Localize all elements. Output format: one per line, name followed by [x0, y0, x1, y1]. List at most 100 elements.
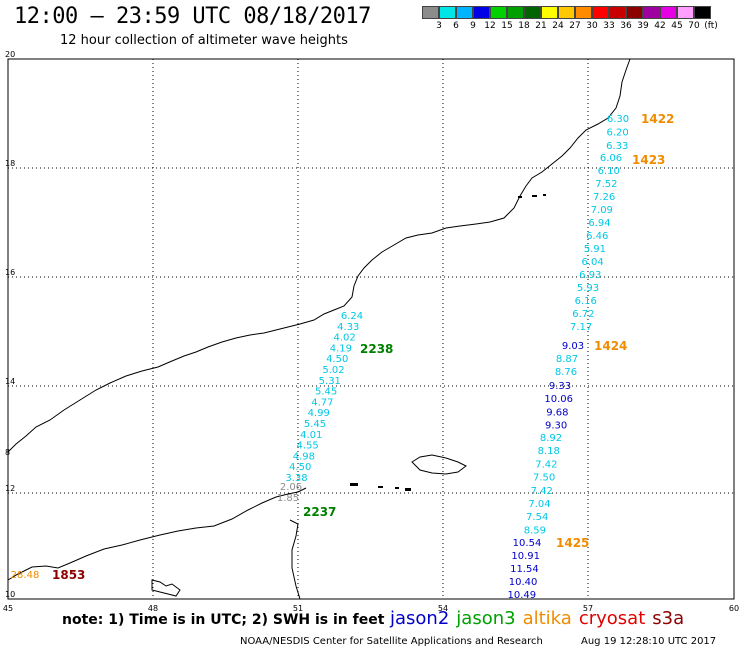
legend-labels: 3 6 9 12 15 18 21 24 27 30 33 36 39 42 45 70 (ft)	[422, 19, 718, 33]
wave-height-value: 5.45	[304, 419, 326, 430]
wave-height-value: 7.17	[570, 322, 592, 333]
track-jason2: 6.30 6.20 6.33 1422	[606, 112, 674, 152]
wave-height-value: 1.85	[277, 493, 299, 504]
wave-height-value: 6.20	[606, 127, 628, 138]
pass-time-label: 1422	[641, 112, 674, 126]
legend-swatch	[609, 6, 626, 19]
legend-swatch	[626, 6, 643, 19]
legend-swatch	[490, 6, 507, 19]
satellite-name-cryosat: cryosat	[578, 608, 646, 629]
legend-label: 18	[518, 21, 530, 31]
satellite-name-s3a: s3a	[652, 608, 685, 629]
wave-height-value: 3.38	[285, 473, 307, 484]
x-tick-label: 60	[729, 604, 739, 613]
legend-label: 15	[501, 21, 513, 31]
wave-height-value: 7.04	[528, 499, 550, 510]
small-islands	[350, 194, 546, 491]
pass-time-label: 1423	[632, 153, 665, 167]
legend-swatch	[439, 6, 456, 19]
wave-height-value: 5.93	[577, 283, 599, 294]
wave-height-value: 6.04	[581, 257, 603, 268]
wave-height-value: 7.26	[593, 192, 615, 203]
legend-swatch	[575, 6, 592, 19]
wave-height-value: 6.16	[575, 296, 597, 307]
wave-height-value: 9.30	[545, 421, 567, 432]
wave-height-value: 7.09	[591, 205, 613, 216]
wave-height-value: 4.50	[326, 354, 348, 365]
legend-swatch	[643, 6, 660, 19]
x-tick-label: 48	[148, 604, 158, 613]
legend-label: 21	[535, 21, 547, 31]
track-altika: 2.061.85 2237	[277, 482, 337, 519]
legend-label: 45	[671, 21, 683, 31]
legend-label: 36	[620, 21, 632, 31]
y-tick-label: 10	[5, 590, 15, 599]
track-jason2: 9.03 1424	[562, 339, 628, 353]
wave-height-value: 4.02	[333, 333, 355, 344]
coastline	[7, 58, 631, 581]
legend-swatch	[694, 6, 711, 19]
axis-tick-labels: 45 48 51 54 57 60 20 18 16 14 12 10 8	[3, 50, 739, 613]
legend-swatch	[660, 6, 677, 19]
legend-label: 27	[569, 21, 581, 31]
track-jason2: 8.87 8.76	[555, 354, 578, 378]
x-tick-label: 57	[583, 604, 593, 613]
wave-height-value: 8.92	[540, 433, 562, 444]
legend-swatch	[541, 6, 558, 19]
bottom-islands	[151, 579, 181, 597]
page-subtitle: 12 hour collection of altimeter wave hei…	[60, 33, 348, 48]
altimeter-tracks: 6.244.334.024.194.505.025.315.454.774.99…	[11, 112, 675, 601]
wave-height-value: 4.99	[308, 408, 330, 419]
wave-height-value: 8.59	[524, 525, 546, 536]
legend-swatch	[473, 6, 490, 19]
track-jason2: 8.92 8.18 7.42 7.50 7.42 7.04 7.54 8.59	[524, 433, 562, 536]
y-tick-label: 12	[5, 484, 15, 493]
wave-height-value: 6.33	[606, 141, 628, 152]
wave-height-value: 4.50	[289, 462, 311, 473]
pass-time-label: 1424	[594, 339, 627, 353]
legend-label: 9	[470, 21, 476, 31]
legend-swatch	[422, 6, 439, 19]
wave-height-value: 7.52	[595, 179, 617, 190]
legend-swatch	[456, 6, 473, 19]
wave-height-value: 4.55	[296, 441, 318, 452]
legend-label: 12	[484, 21, 496, 31]
track-jason2: 6.06 6.10 7.52 7.26 7.09 6.94 6.46 5.91 6.04 6.93…	[570, 153, 665, 333]
legend-label: 70	[688, 21, 700, 31]
grid-lines	[8, 59, 734, 599]
wave-height-value: 11.54	[510, 564, 539, 575]
wave-height-value: 6.94	[588, 218, 610, 229]
y-tick-label: 14	[5, 377, 15, 386]
credit-line: NOAA/NESDIS Center for Satellite Applica…	[240, 636, 543, 647]
legend-swatch	[677, 6, 694, 19]
wave-height-value: 8.76	[555, 367, 577, 378]
legend-label: 39	[637, 21, 649, 31]
wave-height-value: 4.77	[311, 397, 333, 408]
wave-height-value: 10.54	[513, 538, 542, 549]
legend-label: 42	[654, 21, 666, 31]
legend-swatch	[558, 6, 575, 19]
wave-height-value: 7.42	[535, 459, 557, 470]
edge-tick-label: 8	[5, 448, 10, 457]
wave-height-value: 6.10	[598, 166, 620, 177]
color-scale-legend: 3 6 9 12 15 18 21 24 27 30 33 36 39 42 45 70 (ft)	[422, 6, 718, 33]
wave-height-value: 6.72	[572, 309, 594, 320]
wave-height-value: 8.18	[538, 446, 560, 457]
wave-height-value: 4.98	[293, 451, 315, 462]
wave-height-value: 6.24	[341, 311, 363, 322]
track-other: 28.48 1853	[11, 568, 86, 582]
wave-height-value: 4.33	[337, 322, 359, 333]
legend-swatch	[507, 6, 524, 19]
wave-height-value: 9.68	[546, 407, 568, 418]
legend-label: 3	[436, 21, 442, 31]
socotra-island	[411, 454, 467, 475]
footer-note: note: 1) Time is in UTC; 2) SWH is in fe…	[62, 612, 385, 628]
y-tick-label: 16	[5, 268, 15, 277]
y-tick-label: 20	[5, 50, 15, 59]
satellite-legend: jason2 jason3 altika cryosat s3a	[390, 608, 691, 629]
wave-height-value: 4.01	[300, 430, 322, 441]
pass-time-label: 1425	[556, 536, 589, 550]
track-altika: 6.244.334.024.194.505.025.315.454.774.99…	[285, 311, 393, 484]
wave-height-value: 5.02	[322, 365, 344, 376]
x-tick-label: 51	[293, 604, 303, 613]
